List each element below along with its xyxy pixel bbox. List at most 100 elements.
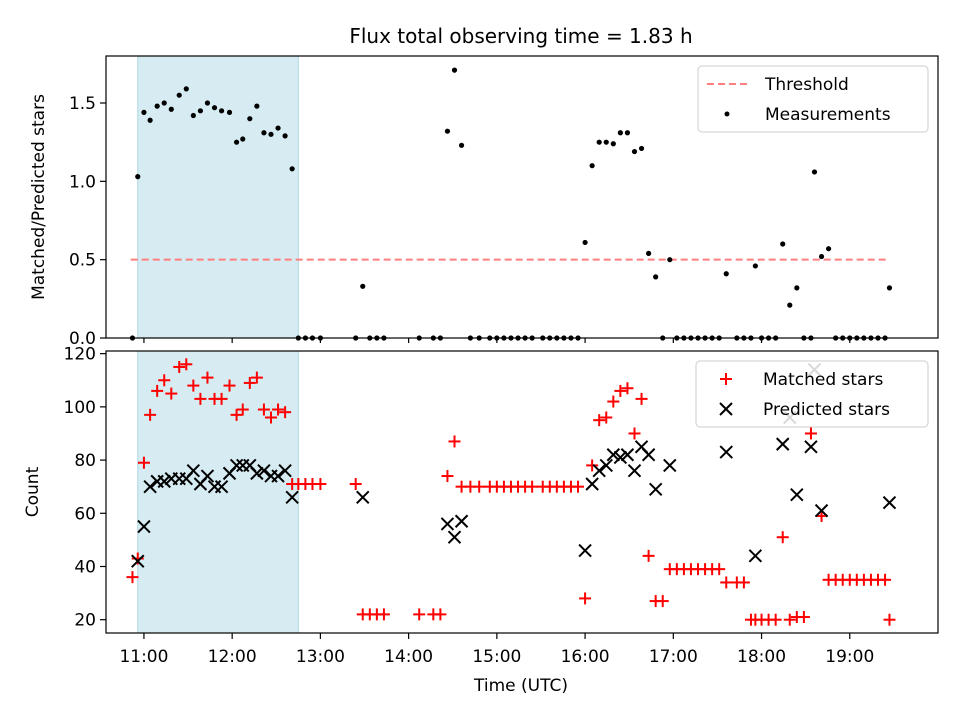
measurement-point <box>787 302 793 308</box>
legend-predicted-label: Predicted stars <box>763 400 890 420</box>
predicted-star-marker <box>440 517 455 531</box>
matched-star-marker <box>137 456 150 469</box>
measurement-point <box>289 166 295 172</box>
predicted-star-stroke-b <box>454 514 469 528</box>
matched-star-marker <box>230 408 243 421</box>
predicted-star-marker <box>663 458 677 473</box>
predicted-star-stroke-b <box>790 487 804 502</box>
measurement-point <box>233 139 240 145</box>
predicted-star-stroke-b <box>137 519 151 534</box>
measurement-point <box>218 108 225 114</box>
predicted-star-stroke-b <box>243 458 257 473</box>
predicted-star-marker <box>748 549 763 563</box>
predicted-star-stroke-b <box>578 543 592 558</box>
bottom-x-tick-label: 11:00 <box>119 647 168 667</box>
predicted-star-stroke-b <box>229 458 244 473</box>
measurement-point <box>360 283 366 289</box>
matched-star-marker <box>776 531 789 544</box>
predicted-star-marker <box>131 554 145 568</box>
predicted-star-stroke-b <box>627 464 642 478</box>
top-legend: Threshold Measurements <box>697 65 929 133</box>
top-axes-frame <box>105 55 939 339</box>
predicted-star-stroke-b <box>440 517 455 531</box>
bottom-y-tick-label: 100 <box>64 398 96 418</box>
bottom-x-tick-label: 17:00 <box>649 647 698 667</box>
predicted-star-marker <box>613 450 628 465</box>
matched-star-marker <box>257 403 270 416</box>
predicted-star-stroke-b <box>257 464 271 478</box>
top-y-tick-label: 1.0 <box>69 172 96 192</box>
top-shaded-span <box>137 55 299 339</box>
predicted-star-marker <box>814 503 829 518</box>
bottom-y-tick-label: 80 <box>74 451 96 471</box>
bottom-x-tick-label: 16:00 <box>561 647 610 667</box>
measurement-point <box>723 271 729 277</box>
measurement-point <box>653 274 659 280</box>
predicted-star-marker <box>776 437 790 451</box>
measurement-point <box>261 130 267 136</box>
matched-star-marker <box>783 613 796 626</box>
predicted-star-marker <box>790 487 804 502</box>
measurement-point <box>631 148 638 155</box>
matched-star-marker <box>656 595 669 608</box>
matched-star-marker <box>279 406 292 419</box>
predicted-star-stroke-b <box>719 445 733 459</box>
matched-star-marker <box>413 608 426 621</box>
predicted-star-marker <box>229 458 244 473</box>
predicted-star-stroke-b <box>776 437 790 451</box>
matched-star-marker <box>713 563 726 576</box>
predicted-star-stroke-b <box>285 490 299 505</box>
measurement-point <box>161 100 167 106</box>
measurement-point <box>794 285 800 291</box>
measurement-point <box>240 136 246 142</box>
measurement-point <box>811 169 818 175</box>
predicted-star-stroke-b <box>447 530 462 544</box>
predicted-star-stroke-b <box>585 477 599 491</box>
measurement-point <box>818 253 825 260</box>
measurement-point <box>183 86 189 92</box>
bottom-panel: 20 40 60 80 100 120 11:00 12:00 13:00 14:00 15:00… <box>23 345 939 696</box>
predicted-star-marker <box>641 448 656 462</box>
matched-star-marker <box>797 611 810 624</box>
predicted-star-stroke-b <box>620 448 635 462</box>
matched-star-marker <box>769 613 782 626</box>
measurement-point <box>624 130 631 136</box>
predicted-star-marker <box>585 477 599 491</box>
x-axis-label: Time (UTC) <box>473 676 568 696</box>
predicted-star-marker <box>271 469 285 483</box>
matched-star-marker <box>236 403 249 416</box>
top-y-ticks: 0.0 0.5 1.0 1.5 <box>69 94 106 349</box>
predicted-star-marker <box>214 479 229 494</box>
predicted-star-stroke-b <box>250 466 264 481</box>
bottom-y-tick-label: 60 <box>74 504 96 524</box>
measurement-point <box>780 241 786 247</box>
predicted-star-marker <box>157 474 171 489</box>
matched-star-marker <box>223 379 236 392</box>
predicted-star-stroke-b <box>882 495 897 510</box>
predicted-star-marker <box>648 482 663 497</box>
predicted-star-marker <box>719 445 733 459</box>
bottom-y-tick-label: 120 <box>64 345 96 365</box>
matched-star-marker <box>151 384 164 397</box>
predicted-star-stroke-b <box>157 474 171 489</box>
matched-star-marker <box>473 480 486 493</box>
bottom-legend: Matched stars Predicted stars <box>695 360 929 428</box>
measurement-point <box>444 128 451 134</box>
predicted-star-marker <box>620 448 635 462</box>
predicted-star-stroke-b <box>592 464 606 478</box>
predicted-star-marker <box>356 490 370 505</box>
legend-matched-label: Matched stars <box>763 370 883 390</box>
predicted-star-stroke-b <box>814 503 829 518</box>
measurement-point <box>268 131 274 137</box>
predicted-star-stroke-b <box>663 458 677 473</box>
measurement-point <box>617 130 623 136</box>
predicted-star-stroke-b <box>606 448 621 462</box>
matched-star-marker <box>144 408 157 421</box>
predicted-star-marker <box>627 464 642 478</box>
matched-stars-points <box>126 358 896 626</box>
bottom-x-tick-label: 13:00 <box>296 647 345 667</box>
bottom-y-tick-label: 20 <box>74 611 96 631</box>
measurement-point <box>582 239 588 246</box>
predicted-star-stroke-b <box>648 482 663 497</box>
